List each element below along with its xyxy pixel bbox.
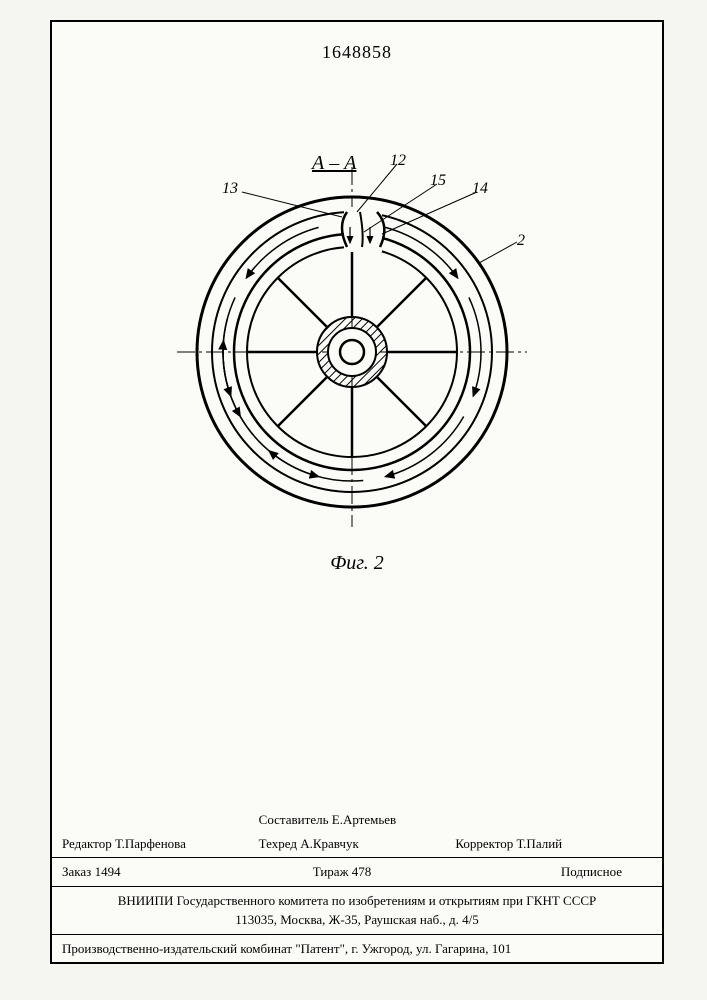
- callout-13: 13: [222, 180, 238, 198]
- callout-15: 15: [430, 172, 446, 190]
- figure-2-diagram: 13 12 15 14 2: [162, 162, 542, 542]
- footer-block: Составитель Е.Артемьев Редактор Т.Парфен…: [52, 806, 662, 962]
- compiler-label: Составитель: [259, 812, 329, 827]
- compiler-name: Е.Артемьев: [332, 812, 396, 827]
- page-frame: 1648858 А – А 13 12 15 14 2 Фиг. 2 Соста…: [50, 20, 664, 964]
- corrector-name: Т.Палий: [517, 836, 563, 851]
- printer-line: Производственно-издательский комбинат "П…: [52, 934, 662, 963]
- techred-name: А.Кравчук: [300, 836, 359, 851]
- callout-2: 2: [517, 232, 525, 250]
- techred-label: Техред: [259, 836, 297, 851]
- figure-label: Фиг. 2: [52, 552, 662, 575]
- callout-14: 14: [472, 180, 488, 198]
- editor-name: Т.Парфенова: [115, 836, 186, 851]
- callout-12: 12: [390, 152, 406, 170]
- order-label: Заказ: [62, 864, 91, 879]
- org-line-2: 113035, Москва, Ж-35, Раушская наб., д. …: [62, 910, 652, 930]
- corrector-label: Корректор: [455, 836, 513, 851]
- print-run-number: 478: [352, 864, 372, 879]
- order-number: 1494: [95, 864, 121, 879]
- editor-label: Редактор: [62, 836, 112, 851]
- subscription-label: Подписное: [561, 864, 622, 879]
- org-line-1: ВНИИПИ Государственного комитета по изоб…: [62, 891, 652, 911]
- patent-number: 1648858: [52, 42, 662, 63]
- print-run-label: Тираж: [313, 864, 349, 879]
